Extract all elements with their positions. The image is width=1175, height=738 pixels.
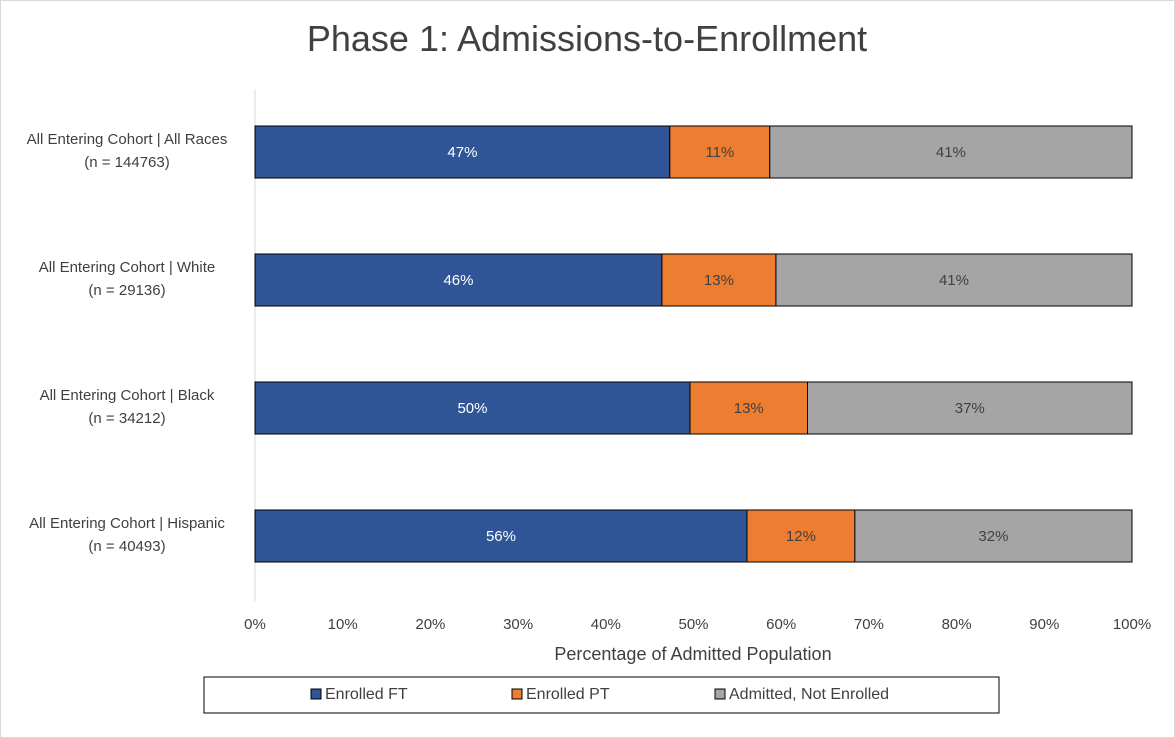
data-label: 47% — [447, 144, 477, 161]
data-label: 32% — [978, 528, 1008, 545]
x-axis-title: Percentage of Admitted Population — [554, 644, 831, 664]
data-label: 50% — [457, 400, 487, 417]
bar-segment — [854, 509, 1133, 563]
legend-label: Admitted, Not Enrolled — [729, 686, 889, 703]
x-tick-label: 10% — [328, 616, 358, 633]
data-label: 56% — [486, 528, 516, 545]
data-label: 11% — [705, 144, 734, 161]
x-tick-label: 50% — [678, 616, 708, 633]
bar-segment — [254, 125, 671, 179]
category-n-label: (n = 144763) — [84, 154, 169, 171]
bar-segment — [689, 381, 809, 435]
category-label: All Entering Cohort | All Races — [27, 131, 228, 148]
data-label: 46% — [443, 272, 473, 289]
legend-swatch — [310, 688, 322, 700]
data-label: 41% — [939, 272, 969, 289]
data-label: 41% — [936, 144, 966, 161]
legend-label: Enrolled FT — [325, 686, 408, 703]
x-tick-label: 0% — [244, 616, 266, 633]
x-tick-label: 60% — [766, 616, 796, 633]
category-label: All Entering Cohort | Hispanic — [29, 515, 225, 532]
x-tick-label: 40% — [591, 616, 621, 633]
category-n-label: (n = 34212) — [88, 410, 165, 427]
x-tick-label: 70% — [854, 616, 884, 633]
category-n-label: (n = 29136) — [88, 282, 165, 299]
bar-segment — [807, 381, 1133, 435]
x-tick-label: 100% — [1113, 616, 1151, 633]
data-label: 13% — [704, 272, 734, 289]
bar-segment — [254, 509, 748, 563]
plot-area: 0% 10% 20% 30% 40% 50% 60% 70% 80% 90% 100% All Ent… — [27, 89, 1151, 633]
x-tick-label: 90% — [1029, 616, 1059, 633]
legend-label: Enrolled PT — [526, 686, 610, 703]
legend-swatch — [714, 688, 726, 700]
legend: Enrolled FT Enrolled PT Admitted, Not Enro… — [203, 676, 1000, 714]
chart-title: Phase 1: Admissions-to-Enrollment — [307, 18, 867, 59]
bar-segment — [669, 125, 771, 179]
category-label: All Entering Cohort | Black — [40, 387, 215, 404]
bar-segment — [775, 253, 1133, 307]
category-label: All Entering Cohort | White — [39, 259, 215, 276]
x-tick-label: 30% — [503, 616, 533, 633]
legend-swatch — [511, 688, 523, 700]
legend-box — [203, 676, 1000, 714]
x-tick-label: 80% — [942, 616, 972, 633]
x-tick-label: 20% — [415, 616, 445, 633]
data-label: 13% — [734, 400, 764, 417]
data-label: 37% — [955, 400, 985, 417]
category-n-label: (n = 40493) — [88, 538, 165, 555]
bar-segment — [769, 125, 1133, 179]
data-label: 12% — [786, 528, 816, 545]
bar-segment — [746, 509, 856, 563]
